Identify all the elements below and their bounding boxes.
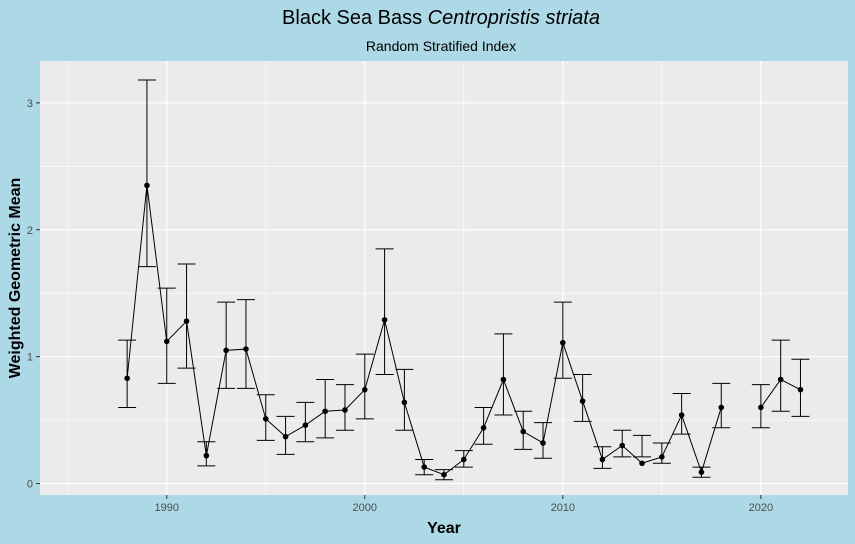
data-point xyxy=(500,376,507,383)
x-tick-label: 2000 xyxy=(353,502,377,514)
x-tick-label: 1990 xyxy=(155,502,179,514)
x-axis-title: Year xyxy=(427,520,461,537)
y-tick-label: 3 xyxy=(27,98,33,110)
data-point xyxy=(183,318,190,324)
data-point xyxy=(243,346,249,352)
data-point xyxy=(163,338,170,345)
data-layer xyxy=(118,79,810,481)
data-point xyxy=(560,339,566,346)
plot-panel xyxy=(40,61,848,495)
data-point xyxy=(579,398,586,404)
data-point xyxy=(282,433,289,440)
data-point xyxy=(381,317,388,323)
data-point xyxy=(421,464,427,470)
y-axis-title: Weighted Geometric Mean xyxy=(7,178,24,379)
data-point xyxy=(302,422,309,429)
data-point xyxy=(262,416,269,422)
data-point xyxy=(659,454,665,460)
data-point xyxy=(461,456,467,463)
data-point xyxy=(540,440,546,446)
data-point xyxy=(758,404,764,411)
data-point xyxy=(718,404,725,411)
data-point xyxy=(599,456,606,463)
data-point xyxy=(619,442,626,449)
data-point xyxy=(124,375,130,382)
data-point xyxy=(777,376,784,383)
data-point xyxy=(342,407,348,413)
data-point xyxy=(698,469,705,475)
data-point xyxy=(678,412,685,418)
x-tick-label: 2020 xyxy=(749,502,773,514)
y-tick-label: 2 xyxy=(27,225,33,237)
data-point xyxy=(480,424,487,431)
data-point xyxy=(322,408,328,415)
chart-title: Black Sea Bass Centropristis striata xyxy=(282,7,600,29)
data-point xyxy=(361,386,368,393)
data-point xyxy=(441,471,447,478)
data-point xyxy=(401,399,408,406)
data-point xyxy=(639,460,645,467)
y-tick-label: 1 xyxy=(27,352,33,364)
chart-title-species: Centropristis striata xyxy=(428,7,600,29)
axes: 1990 2000 2010 2020 0 1 2 3 xyxy=(27,98,773,514)
chart-subtitle: Random Stratified Index xyxy=(366,38,516,54)
data-point xyxy=(520,428,527,435)
y-tick-label: 0 xyxy=(27,479,33,491)
data-point xyxy=(144,182,150,189)
chart-title-main: Black Sea Bass xyxy=(282,7,422,29)
data-point xyxy=(223,347,229,354)
x-tick-label: 2010 xyxy=(551,502,575,514)
data-point xyxy=(797,386,804,393)
data-point xyxy=(203,452,210,459)
